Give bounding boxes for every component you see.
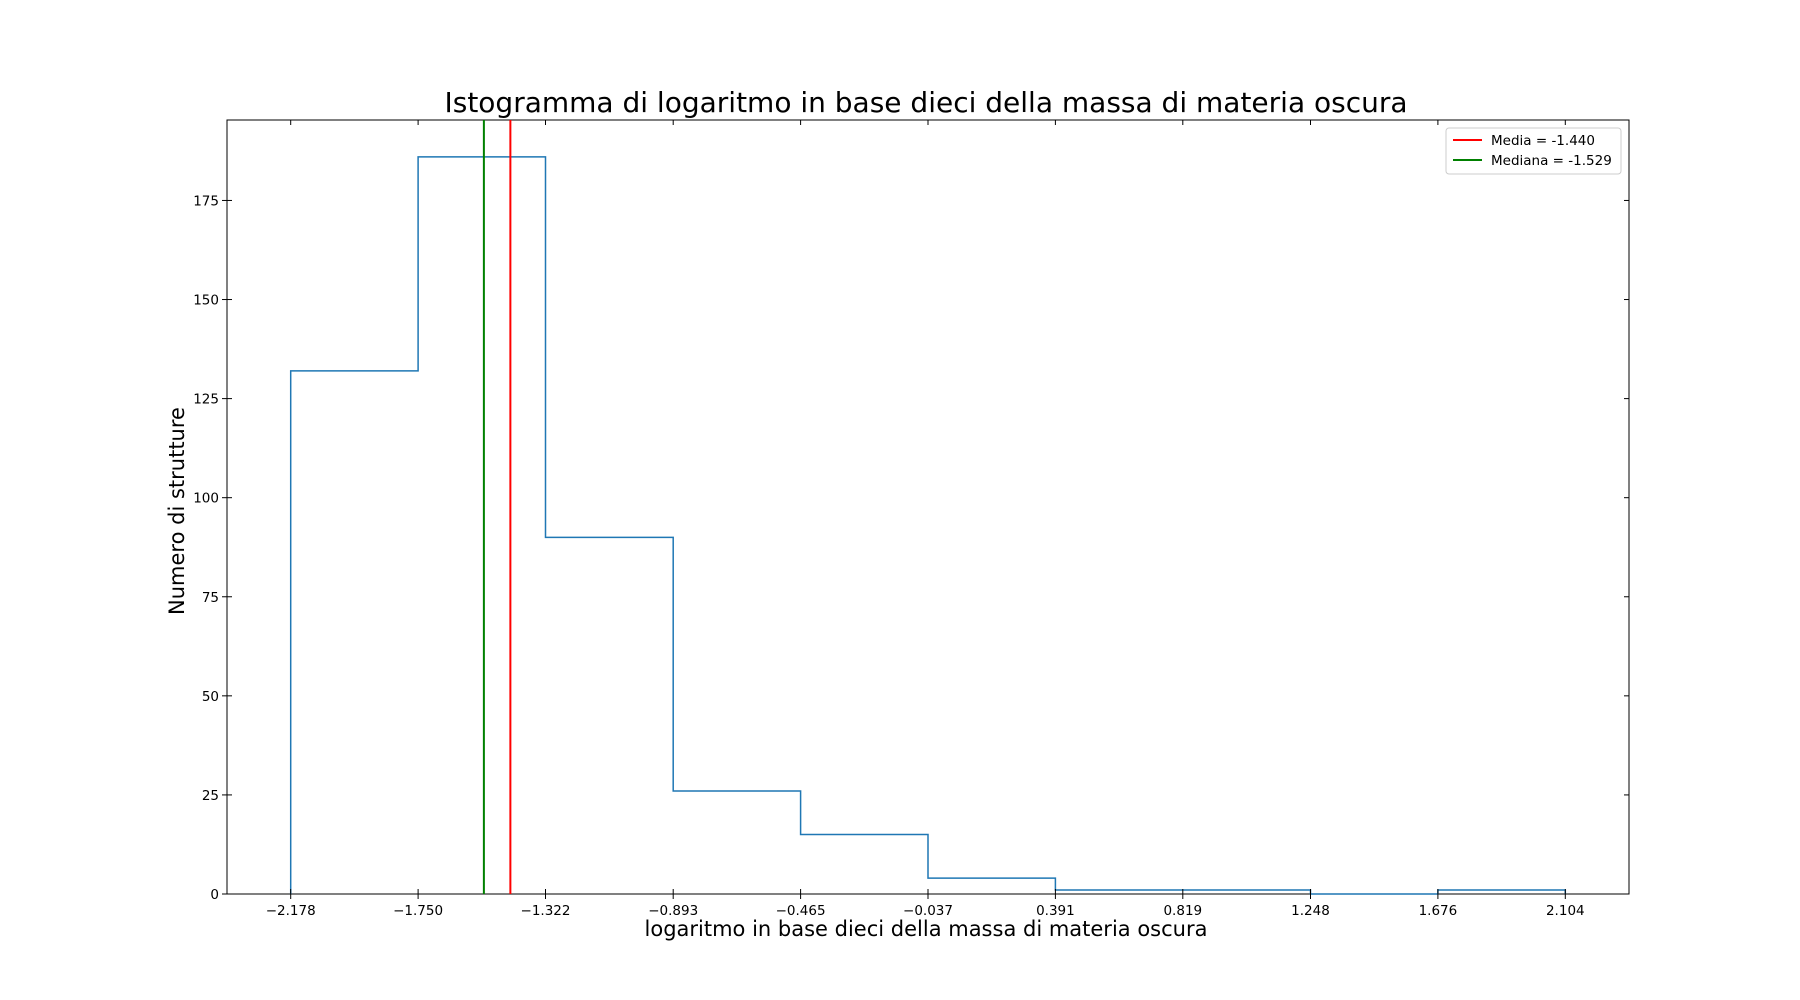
x-tick-label: −1.750 (393, 903, 443, 919)
y-tick-label: 150 (193, 293, 219, 309)
x-tick-label: −0.037 (903, 903, 953, 919)
histogram-bin (418, 157, 545, 894)
chart-title: Istogramma di logaritmo in base dieci de… (444, 86, 1407, 119)
y-tick-label: 100 (193, 491, 219, 507)
y-tick-label: 125 (193, 392, 219, 408)
x-tick-label: −1.322 (521, 903, 571, 919)
legend-label: Media = -1.440 (1491, 133, 1595, 149)
histogram-step-outline (289, 156, 1567, 895)
y-tick-label: 25 (202, 788, 219, 804)
y-tick-label: 175 (193, 193, 219, 209)
x-tick-label: 2.104 (1546, 903, 1585, 919)
x-tick-label: −2.178 (266, 903, 316, 919)
x-tick-label: 0.819 (1163, 903, 1202, 919)
legend-box (1445, 127, 1622, 175)
x-tick-label: 1.248 (1291, 903, 1330, 919)
x-tick-label: 1.676 (1419, 903, 1458, 919)
y-tick-label: 50 (202, 689, 219, 705)
histogram-bin (546, 537, 674, 894)
plot-frame (226, 119, 1630, 895)
y-axis-label: Numero di strutture (165, 407, 189, 615)
histogram-bin (928, 878, 1055, 894)
axis-ticks: −2.178 −1.750 −1.322 −0.893 −0.465 −0.037 0.39… (193, 120, 1629, 919)
x-tick-label: −0.465 (776, 903, 826, 919)
y-tick-label: 75 (202, 590, 219, 606)
histogram-bin (673, 791, 800, 894)
legend-label: Mediana = -1.529 (1491, 153, 1612, 169)
histogram-bin (291, 371, 418, 894)
plot-area (226, 119, 1630, 895)
y-tick-label: 0 (210, 887, 219, 903)
x-axis-label: logaritmo in base dieci della massa di m… (645, 917, 1208, 941)
x-tick-label: −0.893 (648, 903, 698, 919)
histogram-bin (801, 835, 928, 894)
legend: Media = -1.440 Mediana = -1.529 (1445, 127, 1622, 175)
x-tick-label: 0.391 (1036, 903, 1075, 919)
